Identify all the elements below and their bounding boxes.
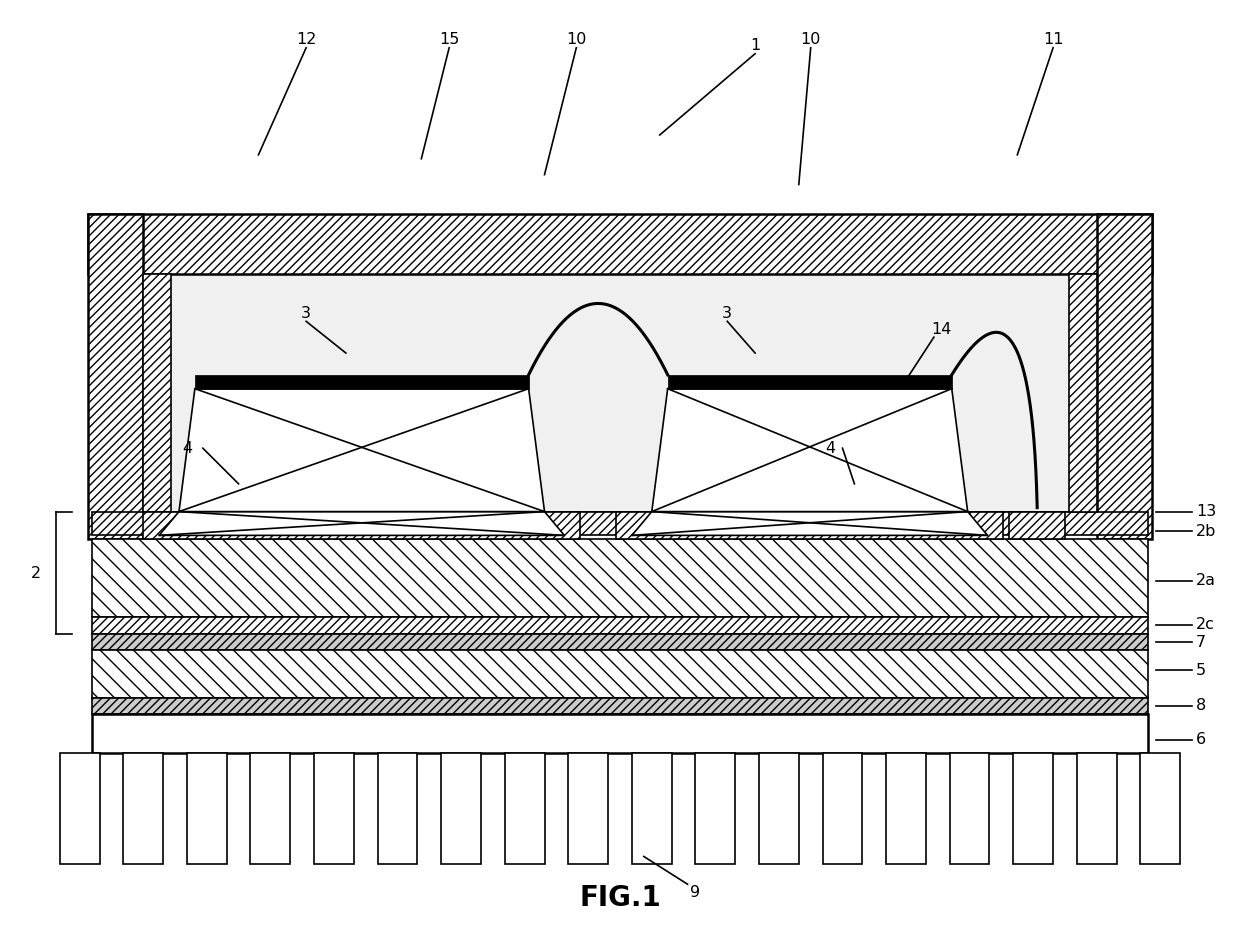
Text: 5: 5 (1197, 663, 1207, 678)
Bar (60, 753, 99, 864)
Text: 3: 3 (301, 306, 311, 321)
Text: 1: 1 (750, 38, 760, 53)
Bar (950, 753, 990, 864)
Text: 14: 14 (931, 322, 952, 336)
Bar (1096, 214, 1152, 540)
Bar (616, 512, 1003, 540)
Text: 3: 3 (722, 306, 733, 321)
Bar (314, 753, 353, 864)
Bar (92, 540, 1148, 617)
Polygon shape (159, 512, 564, 535)
Bar (250, 753, 290, 864)
Text: 10: 10 (567, 33, 587, 48)
Bar (187, 753, 227, 864)
Bar (1069, 274, 1096, 512)
Bar (92, 512, 1148, 535)
Bar (696, 753, 735, 864)
Text: 12: 12 (296, 33, 316, 48)
Text: 2a: 2a (1197, 573, 1216, 588)
Bar (88, 214, 144, 540)
Text: 13: 13 (1197, 504, 1216, 519)
Text: FIG.1: FIG.1 (579, 884, 661, 912)
Bar (144, 274, 1096, 512)
Text: 11: 11 (1043, 33, 1064, 48)
Bar (441, 753, 481, 864)
Text: 4: 4 (182, 441, 192, 456)
Bar (195, 375, 528, 389)
Bar (378, 753, 418, 864)
Text: 4: 4 (826, 441, 836, 456)
Text: 10: 10 (801, 33, 821, 48)
Text: 9: 9 (691, 884, 701, 899)
Text: 2c: 2c (1197, 617, 1215, 632)
Bar (144, 274, 171, 512)
Bar (667, 375, 952, 389)
Bar (144, 512, 580, 540)
Bar (92, 651, 1148, 698)
Bar (92, 617, 1148, 635)
Bar (88, 214, 1152, 274)
Text: 2b: 2b (1197, 524, 1216, 539)
Bar (505, 753, 544, 864)
Bar (92, 714, 1148, 753)
Bar (1013, 753, 1053, 864)
Bar (1009, 512, 1065, 540)
Text: 6: 6 (1197, 732, 1207, 747)
Text: 2: 2 (31, 566, 41, 581)
Polygon shape (632, 512, 987, 535)
Text: 7: 7 (1197, 635, 1207, 650)
Bar (123, 753, 164, 864)
Bar (92, 635, 1148, 651)
Bar (1076, 753, 1117, 864)
Bar (92, 698, 1148, 714)
Polygon shape (179, 389, 544, 512)
Bar (759, 753, 799, 864)
Bar (822, 753, 862, 864)
Bar (568, 753, 608, 864)
Text: 8: 8 (1197, 698, 1207, 713)
Polygon shape (652, 389, 967, 512)
Bar (1141, 753, 1180, 864)
Bar (887, 753, 926, 864)
Text: 15: 15 (439, 33, 459, 48)
Bar (632, 753, 672, 864)
